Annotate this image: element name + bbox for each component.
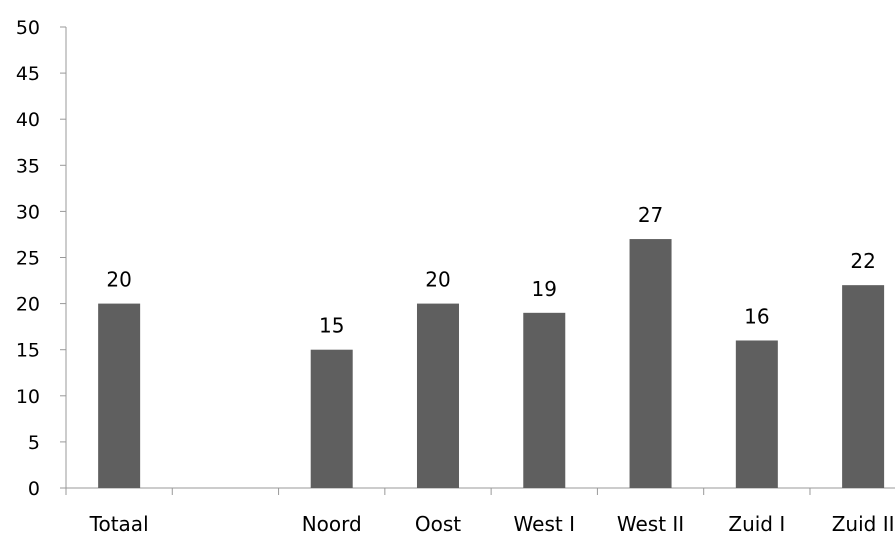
- y-tick-label: 5: [28, 432, 40, 454]
- data-label: 20: [425, 268, 450, 292]
- x-tick-label: Zuid II: [832, 512, 895, 536]
- data-labels: 20 15 20 19 27 16 22: [106, 203, 875, 338]
- x-tick-label: Totaal: [89, 512, 149, 536]
- bar: [842, 285, 885, 488]
- bar: [416, 303, 459, 488]
- data-label: 20: [106, 268, 131, 292]
- x-tick-label: Oost: [415, 512, 461, 536]
- bar: [523, 312, 566, 488]
- x-tick-label: Zuid I: [728, 512, 785, 536]
- y-tick-label: 15: [16, 340, 40, 362]
- x-axis: Totaal Noord Oost West I West II Zuid I Zuid I…: [65, 487, 895, 536]
- y-tick-label: 35: [16, 155, 40, 177]
- bar: [310, 349, 353, 488]
- data-label: 19: [532, 277, 557, 301]
- y-tick-label: 10: [16, 386, 40, 408]
- data-label: 27: [638, 203, 663, 227]
- y-tick-label: 45: [16, 63, 40, 85]
- y-axis: 0 5 10 15 20 25 30 35 40 45 50: [16, 17, 67, 500]
- y-tick-label: 20: [16, 294, 40, 316]
- data-label: 22: [850, 249, 875, 273]
- y-tick-label: 0: [28, 478, 40, 500]
- data-label: 15: [319, 314, 344, 338]
- x-tick-label: Noord: [302, 512, 362, 536]
- y-tick-label: 25: [16, 248, 40, 270]
- y-tick-label: 30: [16, 201, 40, 223]
- bar: [629, 239, 672, 488]
- data-label: 16: [744, 304, 769, 328]
- x-tick-label: West II: [617, 512, 684, 536]
- y-tick-label: 50: [16, 17, 40, 39]
- bar: [735, 340, 778, 488]
- x-tick-label: West I: [514, 512, 575, 536]
- y-tick-label: 40: [16, 109, 40, 131]
- bar: [98, 303, 141, 488]
- bars: [98, 239, 885, 488]
